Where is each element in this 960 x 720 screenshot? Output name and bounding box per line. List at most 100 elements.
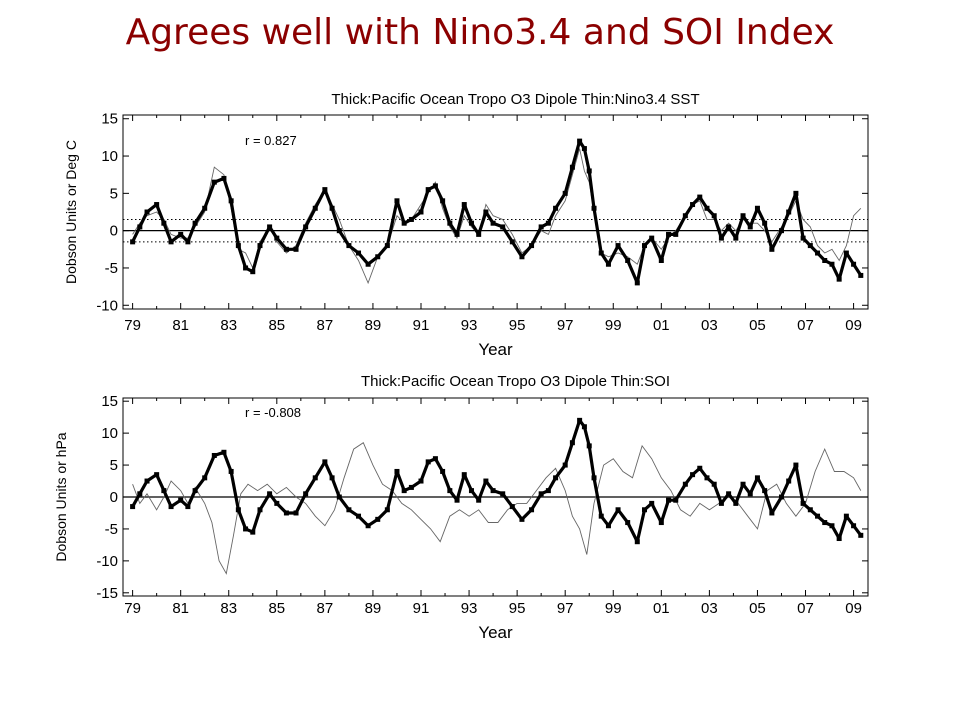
chart1-x-axis-label: Year bbox=[478, 340, 513, 359]
chart2-series-thick-point bbox=[283, 510, 289, 516]
chart2-series-thick-point bbox=[718, 500, 724, 506]
chart2-y-tick-label: -5 bbox=[105, 521, 118, 538]
chart1-series-thick-point bbox=[733, 235, 739, 241]
chart1-series-thick-point bbox=[658, 258, 664, 263]
chart2-series-thick-point bbox=[500, 491, 506, 497]
chart1-series-thick-point bbox=[829, 261, 835, 267]
chart1-series-thick-point bbox=[365, 261, 371, 267]
chart2-series-thick-point bbox=[704, 475, 710, 481]
chart2-series-thick-point bbox=[356, 513, 362, 519]
chart2-series-thick-point bbox=[769, 510, 775, 516]
chart1-series-thick-point bbox=[476, 231, 482, 237]
chart1-series-thick-point bbox=[581, 146, 587, 152]
chart1-series-thick-point bbox=[800, 235, 806, 241]
chart2-series-thick-point bbox=[303, 491, 309, 497]
chart2-series-thick-point bbox=[711, 481, 717, 487]
chart2-series-thick-point bbox=[425, 459, 431, 465]
chart1-series-thick-point bbox=[447, 220, 453, 226]
chart2-x-tick-label: 93 bbox=[461, 600, 478, 617]
chart2-y-tick-label: -10 bbox=[96, 553, 118, 570]
chart2-title: Thick:Pacific Ocean Tropo O3 Dipole Thin… bbox=[361, 373, 670, 390]
chart1-series-thick-line bbox=[131, 139, 863, 285]
chart1-y-axis-label: Dobson Units or Deg C bbox=[63, 140, 79, 284]
chart1-series-thick-point bbox=[418, 209, 424, 215]
chart2-series-thick-point bbox=[569, 440, 575, 446]
chart2-series-thick-point bbox=[267, 491, 273, 497]
chart1-series-thick-point bbox=[154, 202, 160, 208]
chart2-series-thick-point bbox=[365, 523, 371, 529]
chart1-series-thick-point bbox=[858, 272, 864, 278]
chart2-series-thick-point bbox=[384, 507, 390, 513]
chart2-series-thick-point bbox=[168, 504, 174, 510]
chart2-series-thick-point bbox=[586, 443, 592, 449]
chart1-series-thick-point bbox=[336, 228, 342, 234]
chart1-series-thin-line bbox=[132, 148, 862, 285]
chart1-series-thick-point bbox=[346, 243, 352, 249]
chart2-series-thick-point bbox=[545, 488, 551, 494]
chart2-correlation-annotation: r = -0.808 bbox=[245, 405, 301, 420]
chart2-series-thick-point bbox=[843, 513, 849, 519]
chart1-series-thick-point bbox=[202, 205, 208, 211]
chart1-x-tick-label: 97 bbox=[557, 317, 574, 334]
chart1-series-thick-point bbox=[666, 231, 672, 237]
chart1-series-thick-point bbox=[483, 209, 489, 215]
chart2-series-thick-point bbox=[642, 507, 647, 513]
chart1-series-thick-point bbox=[257, 243, 263, 249]
chart2-series-thick-point bbox=[346, 507, 352, 513]
chart1-y-tick-label: 5 bbox=[110, 185, 118, 202]
chart1-series-thick-point bbox=[144, 209, 150, 215]
chart2-series-thick-point bbox=[509, 504, 515, 510]
chart1-series-thick-point bbox=[545, 220, 551, 226]
chart2-series-thick-point bbox=[461, 472, 467, 478]
chart1-x-tick-label: 01 bbox=[653, 317, 670, 334]
chart2-series-thick-point bbox=[312, 475, 318, 481]
chart1-series-thick-point bbox=[615, 243, 621, 249]
chart1-series-thick-point bbox=[408, 216, 414, 222]
chart2-x-tick-label: 89 bbox=[365, 600, 382, 617]
chart1-series-thick-point bbox=[425, 187, 431, 193]
chart2-series-thick-point bbox=[161, 488, 167, 494]
chart1-series-thick-point bbox=[267, 224, 273, 230]
chart1-x-tick-label: 95 bbox=[509, 317, 526, 334]
chart2-series-thick-point bbox=[807, 507, 813, 513]
chart2-series-thick-point bbox=[733, 500, 739, 506]
chart1-series-thick-point bbox=[553, 205, 559, 211]
chart1-series-thick-point bbox=[329, 205, 335, 211]
chart2-series-thick-point bbox=[221, 449, 227, 455]
chart2-series-thick-point bbox=[293, 510, 299, 516]
chart1-correlation-annotation: r = 0.827 bbox=[245, 133, 297, 148]
chart1-series-thick-point bbox=[293, 246, 299, 252]
chart1-series-thick-point bbox=[468, 220, 474, 226]
chart1-series-thick-point bbox=[747, 224, 753, 230]
chart2-y-tick-label: -15 bbox=[96, 585, 118, 602]
chart2-series-thick-point bbox=[375, 516, 381, 522]
chart2-x-tick-label: 81 bbox=[172, 600, 189, 617]
chart2-y-tick-label: 15 bbox=[101, 393, 118, 410]
chart2-series-thick-point bbox=[778, 494, 784, 500]
chart2-series-thick-point bbox=[329, 475, 335, 481]
chart1-series-thick-point bbox=[673, 231, 679, 237]
chart1-series-thick-point bbox=[625, 258, 631, 263]
chart1-series-thick-point bbox=[432, 183, 438, 189]
chart1-series-thick-point bbox=[697, 194, 703, 200]
chart2-x-tick-label: 95 bbox=[509, 600, 526, 617]
chart1-series-thick-point bbox=[786, 209, 792, 215]
chart1-series-thick-point bbox=[577, 138, 583, 144]
chart2-x-tick-label: 91 bbox=[413, 600, 430, 617]
chart1-series-thick-point bbox=[130, 239, 136, 245]
chart1-series-thick-point bbox=[822, 258, 828, 263]
chart1-series-thick-point bbox=[538, 224, 544, 230]
chart1-series-thick-point bbox=[634, 280, 640, 286]
chart1-series-thick-point bbox=[509, 239, 515, 245]
chart2-series-thick-point bbox=[726, 491, 732, 497]
chart2-series-thick-point bbox=[432, 456, 438, 462]
chart1-series-thick-point bbox=[161, 220, 167, 226]
chart1-x-tick-label: 05 bbox=[749, 317, 766, 334]
chart2-y-tick-label: 5 bbox=[110, 457, 118, 474]
chart1-series-thick-point bbox=[312, 205, 318, 211]
chart1-series-thick-point bbox=[137, 224, 143, 230]
chart2-series-thick-point bbox=[490, 488, 496, 494]
chart2-series-thick-point bbox=[553, 475, 559, 481]
chart1-series-thick-point bbox=[836, 276, 842, 282]
